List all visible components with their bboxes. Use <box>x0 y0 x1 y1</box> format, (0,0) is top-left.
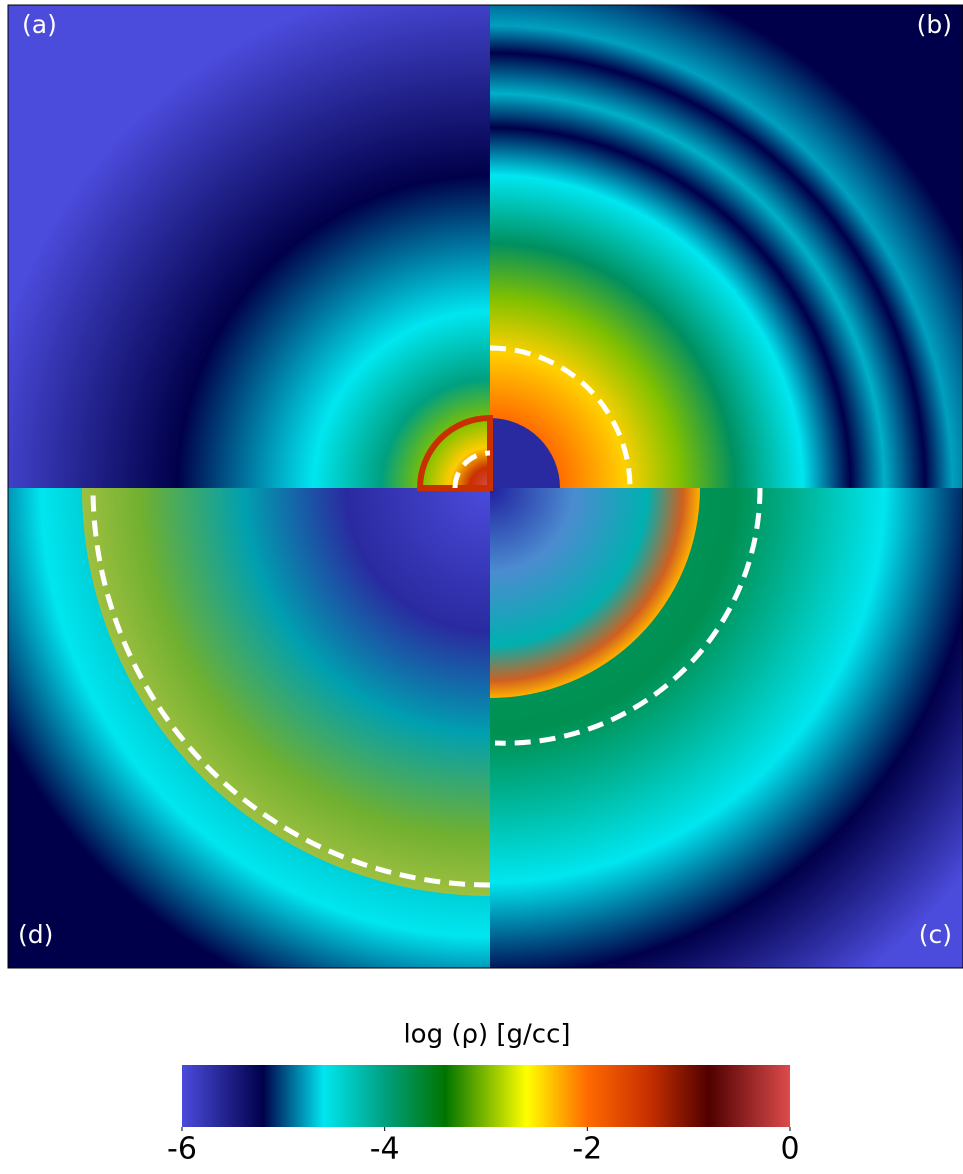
panel-label: (d) <box>18 920 53 949</box>
panel-label: (a) <box>22 10 57 39</box>
x-tick-label: 0 <box>780 1132 799 1167</box>
panel-label: (b) <box>917 10 952 39</box>
x-tick-label: -2 <box>572 1132 602 1167</box>
x-tick-label: -4 <box>370 1132 400 1167</box>
colorbar <box>182 1065 790 1127</box>
x-tick-label: -6 <box>167 1132 197 1167</box>
colorbar-label: log (ρ) [g/cc] <box>403 1020 570 1050</box>
panel-b <box>490 5 963 488</box>
panel-a <box>8 5 490 488</box>
figure: (a) (b) (c) (d) log (ρ) [g/cc] -6 -4 -2 0 <box>0 0 963 1174</box>
panel-label: (c) <box>919 920 952 949</box>
